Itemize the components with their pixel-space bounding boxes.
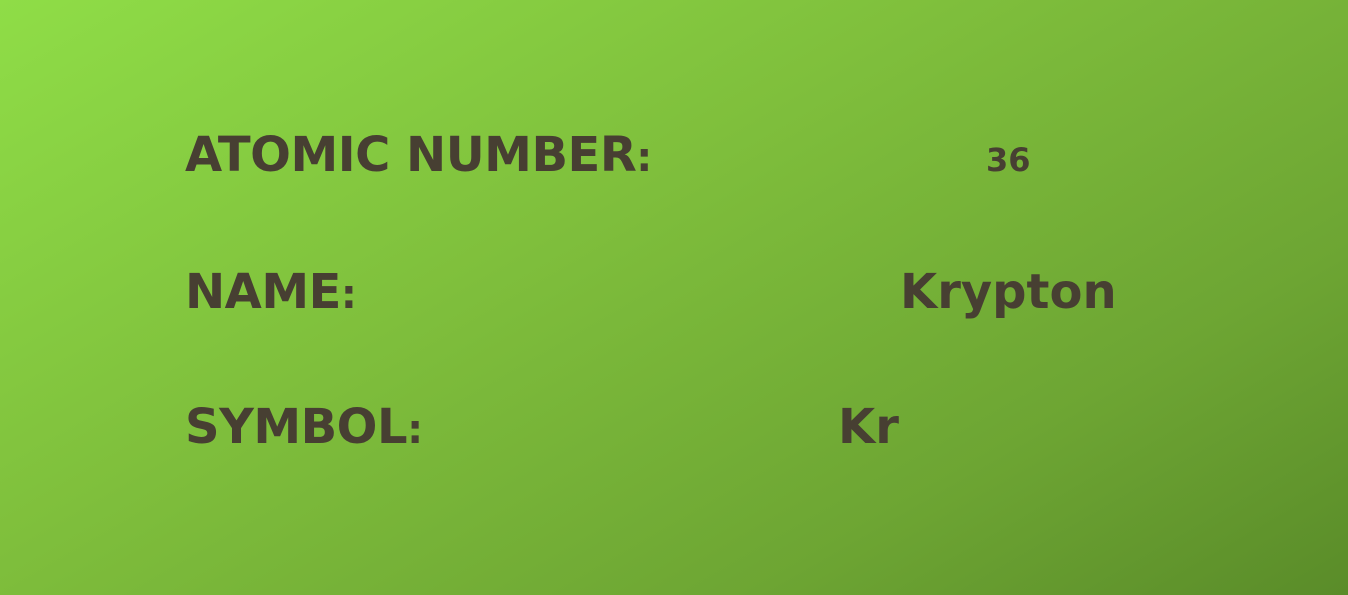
symbol-label-text: SYMBOL bbox=[185, 399, 408, 455]
name-label-colon: : bbox=[340, 272, 357, 318]
atomic-number-label: ATOMIC NUMBER: bbox=[185, 131, 652, 179]
symbol-value: Kr bbox=[838, 399, 899, 455]
name-value: Krypton bbox=[900, 264, 1117, 320]
atomic-number-value: 36 bbox=[986, 141, 1031, 179]
symbol-label: SYMBOL: bbox=[185, 403, 423, 451]
name-label-text: NAME bbox=[185, 264, 341, 320]
atomic-number-label-colon: : bbox=[636, 135, 652, 181]
name-label: NAME: bbox=[185, 268, 357, 318]
symbol-label-colon: : bbox=[407, 407, 423, 453]
atomic-number-label-text: ATOMIC NUMBER bbox=[185, 127, 637, 183]
